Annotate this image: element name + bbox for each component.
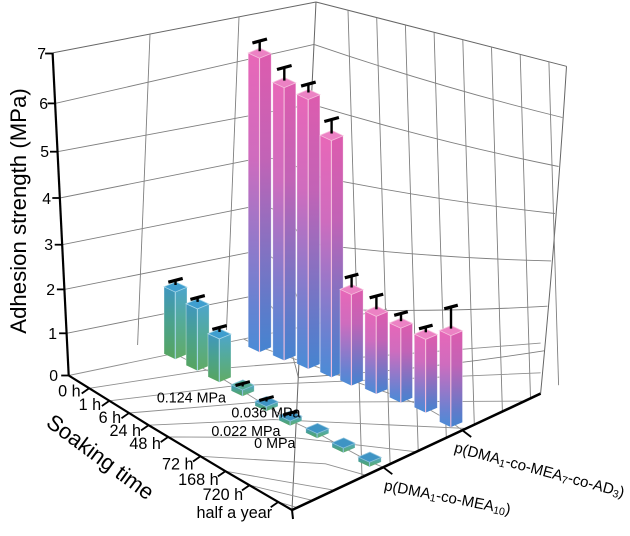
svg-text:72 h: 72 h: [162, 455, 194, 473]
svg-text:7: 7: [37, 46, 46, 63]
svg-text:4: 4: [42, 191, 51, 208]
svg-text:24 h: 24 h: [109, 422, 141, 440]
svg-text:0 h: 0 h: [58, 382, 81, 400]
svg-text:6: 6: [39, 96, 48, 113]
svg-text:720 h: 720 h: [203, 486, 244, 504]
svg-text:half a year: half a year: [197, 504, 273, 522]
svg-text:6 h: 6 h: [99, 409, 122, 427]
svg-text:0.036 MPa: 0.036 MPa: [231, 406, 300, 422]
svg-text:1 h: 1 h: [79, 396, 102, 414]
svg-text:2: 2: [46, 282, 55, 299]
svg-text:3: 3: [44, 237, 53, 254]
svg-text:Adhesion strength (MPa): Adhesion strength (MPa): [6, 88, 31, 333]
svg-text:168 h: 168 h: [178, 471, 219, 489]
svg-text:5: 5: [40, 144, 49, 161]
svg-text:0 MPa: 0 MPa: [254, 436, 295, 452]
svg-text:48 h: 48 h: [129, 435, 161, 453]
svg-text:0: 0: [49, 368, 58, 385]
svg-text:0.022 MPa: 0.022 MPa: [211, 424, 280, 440]
svg-text:1: 1: [48, 326, 57, 343]
svg-text:0.124 MPa: 0.124 MPa: [157, 391, 226, 407]
